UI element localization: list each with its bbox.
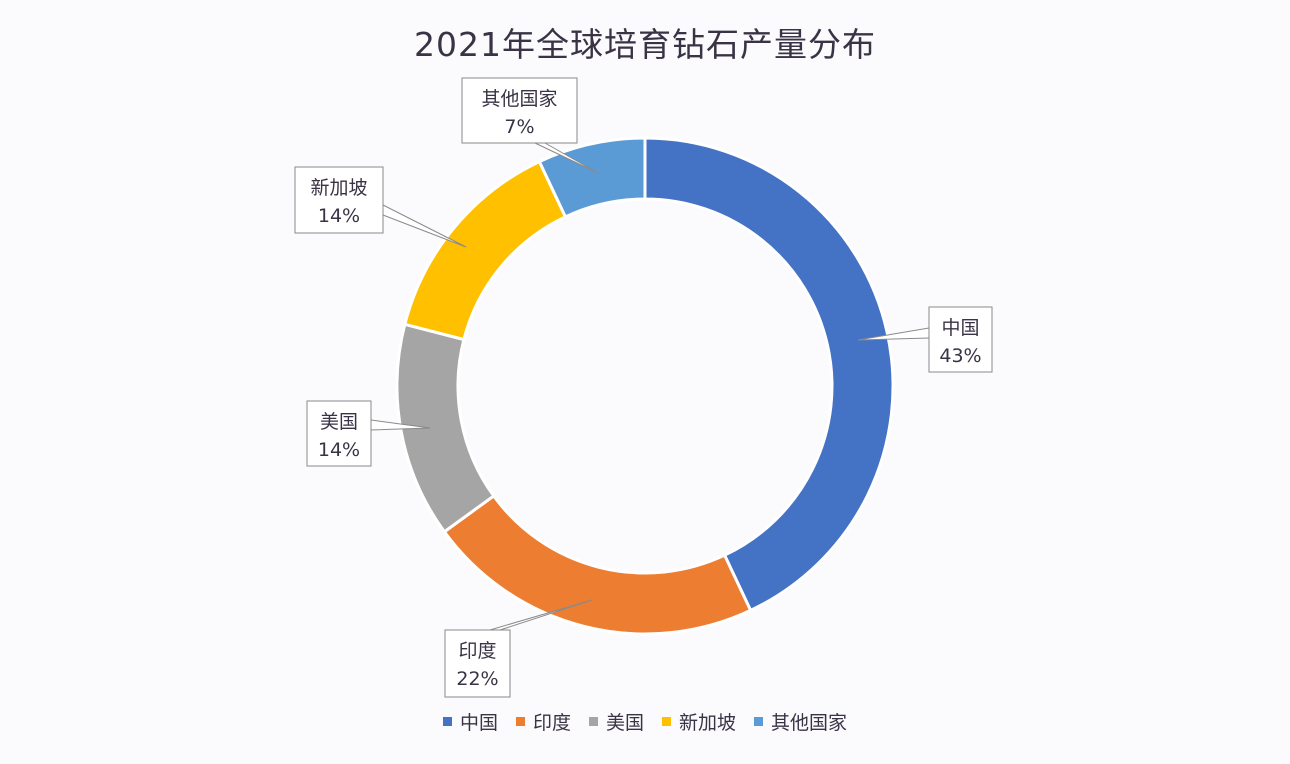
label-value: 7%: [504, 116, 534, 138]
label-category: 印度: [458, 640, 496, 662]
label-category: 美国: [320, 411, 358, 433]
data-label-india: 印度 22%: [444, 599, 593, 698]
legend-swatch: [515, 717, 525, 726]
donut-slice-singapore: [402, 159, 568, 342]
label-value: 22%: [456, 668, 498, 690]
legend-label: 美国: [605, 712, 644, 734]
legend-label: 新加坡: [679, 712, 737, 734]
callout-pointer: [857, 327, 930, 341]
donut-slice-india: [442, 493, 753, 636]
label-value: 14%: [318, 205, 360, 227]
data-label-usa: 美国 14%: [306, 400, 431, 467]
legend-swatch: [662, 717, 671, 726]
legend: 中国 印度 美国 新加坡 其他国家: [0, 708, 1290, 735]
callout-box: [461, 77, 578, 144]
label-category: 中国: [941, 317, 979, 339]
callout-box: [306, 400, 372, 467]
label-value: 14%: [318, 439, 360, 461]
legend-label: 印度: [532, 712, 571, 734]
legend-swatch: [754, 717, 764, 726]
data-label-singapore: 新加坡 14%: [294, 166, 467, 248]
legend-label: 中国: [459, 712, 498, 734]
callout-pointer: [534, 142, 599, 174]
legend-item-singapore: 新加坡: [662, 708, 736, 735]
legend-item-usa: 美国: [588, 708, 644, 735]
label-category: 新加坡: [310, 177, 367, 199]
callout-box: [294, 166, 384, 234]
label-category: 其他国家: [481, 88, 557, 110]
label-value: 43%: [939, 345, 981, 367]
legend-swatch: [588, 717, 598, 726]
chart-title: 2021年全球培育钻石产量分布: [414, 25, 876, 64]
data-label-others: 其他国家 7%: [461, 77, 599, 174]
callout-pointer: [382, 204, 467, 248]
callout-pointer: [370, 419, 431, 431]
legend-item-india: 印度: [515, 708, 571, 735]
legend-swatch: [442, 717, 452, 726]
callout-pointer: [489, 599, 593, 631]
legend-item-others: 其他国家: [754, 708, 847, 735]
data-label-china: 中国 43%: [857, 306, 993, 373]
donut-slice-china: [643, 136, 895, 613]
callout-box: [928, 306, 993, 373]
legend-label: 其他国家: [771, 712, 848, 734]
legend-item-china: 中国: [442, 708, 498, 735]
callout-box: [444, 629, 511, 698]
